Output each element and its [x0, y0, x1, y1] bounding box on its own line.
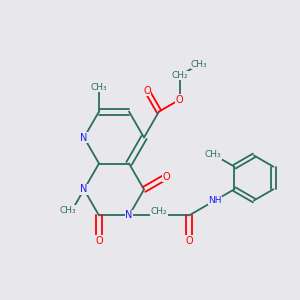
- Text: N: N: [125, 211, 133, 220]
- Text: O: O: [162, 172, 170, 182]
- Text: O: O: [95, 236, 103, 246]
- Text: CH₃: CH₃: [191, 60, 208, 69]
- Text: CH₃: CH₃: [59, 206, 76, 215]
- Text: CH₂: CH₂: [151, 207, 167, 216]
- Text: O: O: [176, 94, 184, 104]
- Text: NH: NH: [208, 196, 222, 205]
- Text: CH₃: CH₃: [205, 150, 222, 159]
- Text: N: N: [80, 184, 88, 194]
- Text: CH₂: CH₂: [172, 71, 188, 80]
- Text: CH₃: CH₃: [91, 83, 107, 92]
- Text: N: N: [80, 133, 88, 142]
- Text: O: O: [185, 236, 193, 246]
- Text: O: O: [143, 86, 151, 96]
